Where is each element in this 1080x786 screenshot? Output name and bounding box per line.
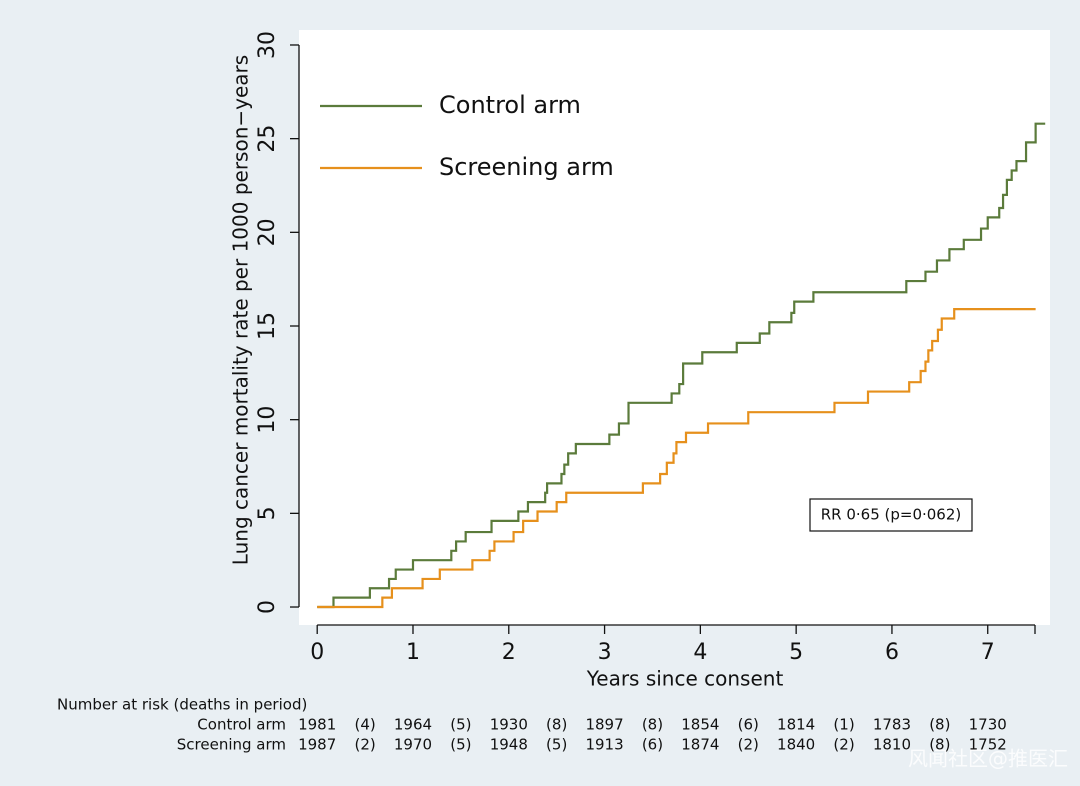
x-tick-label: 3 [598,640,612,665]
annotation-box [809,498,973,532]
at-risk: 1981 [298,716,336,734]
deaths: (2) [354,736,375,754]
x-tick-label: 5 [789,640,803,665]
deaths: (6) [642,736,663,754]
at-risk: 1930 [490,716,528,734]
y-tick-label: 0 [255,600,280,614]
deaths: (8) [546,716,567,734]
at-risk: 1730 [969,716,1007,734]
at-risk: 1948 [490,736,528,754]
at-risk: 1752 [969,736,1007,754]
at-risk: 1854 [681,716,719,734]
series-line [317,308,1036,609]
risk-row-label: Screening arm [177,736,286,754]
x-tick-label: 2 [502,640,516,665]
deaths: (4) [354,716,375,734]
at-risk: 1897 [585,716,623,734]
y-tick-label: 25 [255,125,280,153]
at-risk: 1810 [873,736,911,754]
at-risk: 1783 [873,716,911,734]
risk-table-title: Number at risk (deaths in period) [57,696,307,714]
y-tick-label: 30 [255,31,280,59]
legend-label: Control arm [439,91,581,119]
at-risk: 1987 [298,736,336,754]
series-line [317,122,1046,609]
deaths: (1) [833,716,854,734]
x-tick-label: 6 [885,640,899,665]
y-tick-label: 10 [255,406,280,434]
y-tick-label: 15 [255,312,280,340]
x-tick-label: 7 [981,640,995,665]
deaths: (8) [929,736,950,754]
deaths: (8) [929,716,950,734]
deaths: (5) [450,716,471,734]
plot-area [299,30,1050,625]
at-risk: 1874 [681,736,719,754]
legend-label: Screening arm [439,153,614,181]
at-risk: 1814 [777,716,815,734]
at-risk: 1840 [777,736,815,754]
deaths: (5) [450,736,471,754]
at-risk: 1970 [394,736,432,754]
x-tick-label: 4 [693,640,707,665]
deaths: (2) [833,736,854,754]
at-risk: 1913 [585,736,623,754]
deaths: (2) [738,736,759,754]
y-tick-label: 20 [255,218,280,246]
x-tick-label: 1 [406,640,420,665]
deaths: (8) [642,716,663,734]
watermark: 风闻社区@推医汇 [908,747,1068,771]
y-tick-label: 5 [255,506,280,520]
deaths: (5) [546,736,567,754]
at-risk: 1964 [394,716,432,734]
x-axis-title: Years since consent [586,667,784,691]
x-tick-label: 0 [310,640,324,665]
risk-row-label: Control arm [197,716,286,734]
annotation: RR 0·65 (p=0·062) [821,506,962,524]
deaths: (6) [738,716,759,734]
y-axis-title: Lung cancer mortality rate per 1000 pers… [229,55,253,565]
